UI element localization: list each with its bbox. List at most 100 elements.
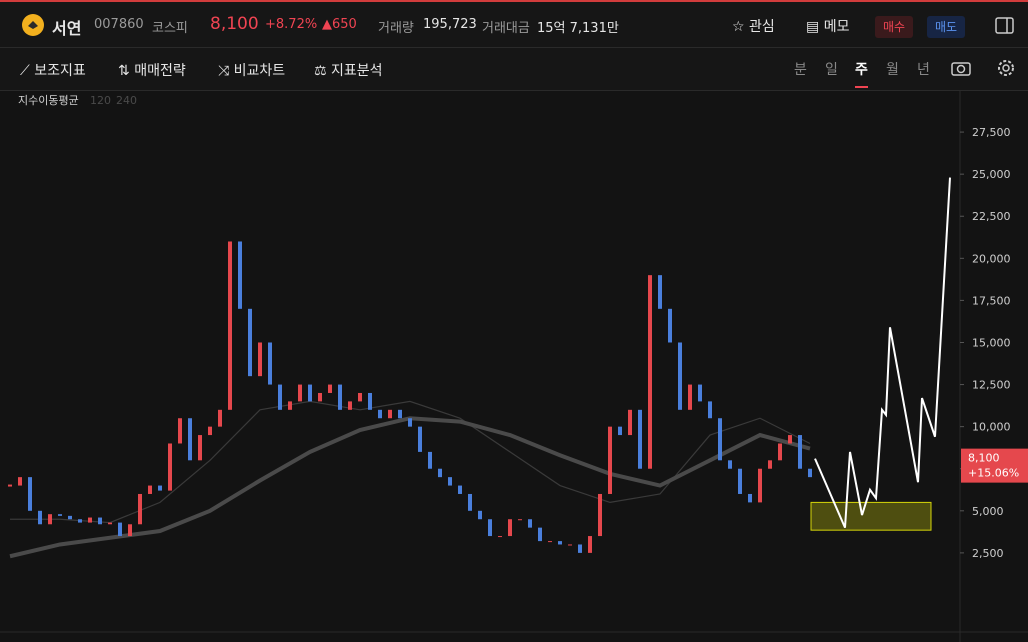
candle	[218, 409, 222, 427]
candle	[448, 477, 452, 486]
price-badge-label: 8,100	[968, 452, 1000, 465]
memo-label: 메모	[823, 19, 850, 35]
sell-button[interactable]: 매도	[927, 16, 966, 38]
period-tab[interactable]: 일	[825, 62, 838, 78]
candle	[528, 519, 532, 528]
price: 8,100	[210, 14, 259, 34]
candle	[98, 517, 102, 525]
candle	[168, 443, 172, 491]
stock-name: 서연	[52, 19, 82, 38]
candle	[338, 384, 342, 410]
candle	[318, 392, 322, 402]
candle	[618, 426, 622, 436]
candle	[158, 485, 162, 491]
tool-strategy[interactable]: ⇅ 매매전략	[118, 63, 186, 79]
candle	[488, 519, 492, 537]
candle	[328, 384, 332, 393]
tool-analysis[interactable]: ⚖ 지표분석	[314, 63, 383, 79]
candle	[458, 485, 462, 494]
candle	[748, 493, 752, 503]
candle	[548, 541, 552, 543]
candle	[738, 468, 742, 494]
candle	[798, 435, 802, 469]
candle	[768, 460, 772, 469]
settings-button[interactable]	[995, 57, 1017, 79]
period-tab[interactable]: 분	[794, 62, 807, 78]
panel-toggle[interactable]	[995, 16, 1015, 36]
legend-title: 지수이동평균	[18, 94, 79, 107]
candle	[698, 384, 702, 402]
legend-period: 240	[116, 94, 137, 107]
screenshot-button[interactable]	[950, 58, 972, 78]
period-tab-active[interactable]: 주	[855, 59, 868, 88]
logo	[22, 14, 44, 36]
candle	[808, 468, 812, 478]
candle	[48, 514, 52, 525]
period-tab[interactable]: 년	[917, 62, 930, 78]
candle	[668, 308, 672, 343]
buy-button[interactable]: 매수	[875, 16, 914, 38]
header-bar: 서연 007860 코스피 8,100 +8.72% ▲650 거래량 195,…	[0, 0, 1028, 48]
legend-period: 120	[90, 94, 111, 107]
candle	[108, 522, 112, 525]
tool-compare[interactable]: ⤨ 비교차트	[218, 63, 286, 79]
candle	[128, 524, 132, 537]
market: 코스피	[152, 21, 188, 36]
change-pct: +8.72%	[265, 17, 318, 32]
candle	[78, 519, 82, 523]
y-tick-label: 27,500	[972, 126, 1011, 139]
candle	[538, 527, 542, 542]
moving-average	[10, 400, 811, 524]
change: ▲650	[322, 17, 357, 32]
y-tick-label: 5,000	[972, 505, 1004, 518]
candle	[248, 308, 252, 377]
candle	[778, 443, 782, 461]
period-tab[interactable]: 월	[886, 62, 899, 78]
candle	[718, 418, 722, 461]
candle	[208, 426, 212, 436]
tool-indicator[interactable]: ⟋ 보조지표	[20, 63, 86, 79]
tool-label: 비교차트	[233, 63, 286, 79]
candle	[498, 536, 502, 538]
candle	[278, 384, 282, 410]
y-tick-label: 12,500	[972, 379, 1011, 392]
y-tick-label: 20,000	[972, 252, 1011, 265]
candle	[138, 493, 142, 525]
candle	[578, 544, 582, 553]
volume: 195,723	[423, 17, 477, 32]
watch-button[interactable]: ☆ 관심	[732, 19, 775, 35]
tool-label: 매매전략	[134, 63, 186, 79]
candle	[178, 418, 182, 444]
highlight-zone	[810, 501, 932, 531]
price-badge	[961, 448, 1028, 483]
y-tick-label: 10,000	[972, 421, 1011, 434]
trade-value: 15억 7,131만	[537, 21, 619, 36]
candle	[268, 342, 272, 385]
candle	[388, 409, 392, 419]
candle	[728, 460, 732, 469]
candle	[368, 392, 372, 410]
change-value: 650	[332, 17, 357, 32]
candle	[598, 493, 602, 537]
candle	[608, 426, 612, 494]
memo-button[interactable]: ▤ 메모	[806, 19, 850, 35]
candle	[478, 510, 482, 520]
projection-line	[814, 177, 951, 529]
candle	[258, 342, 262, 377]
candle	[518, 519, 522, 521]
y-tick-label: 22,500	[972, 210, 1011, 223]
candle	[88, 517, 92, 523]
candle	[18, 477, 22, 486]
candle	[568, 544, 572, 546]
stock-code: 007860	[94, 17, 144, 32]
candle	[688, 384, 692, 410]
candle	[708, 401, 712, 419]
watch-label: 관심	[749, 19, 775, 35]
candle	[508, 519, 512, 537]
candle	[648, 275, 652, 469]
candle	[678, 342, 682, 410]
candle	[308, 384, 312, 402]
price-badge-change: +15.06%	[968, 467, 1019, 480]
